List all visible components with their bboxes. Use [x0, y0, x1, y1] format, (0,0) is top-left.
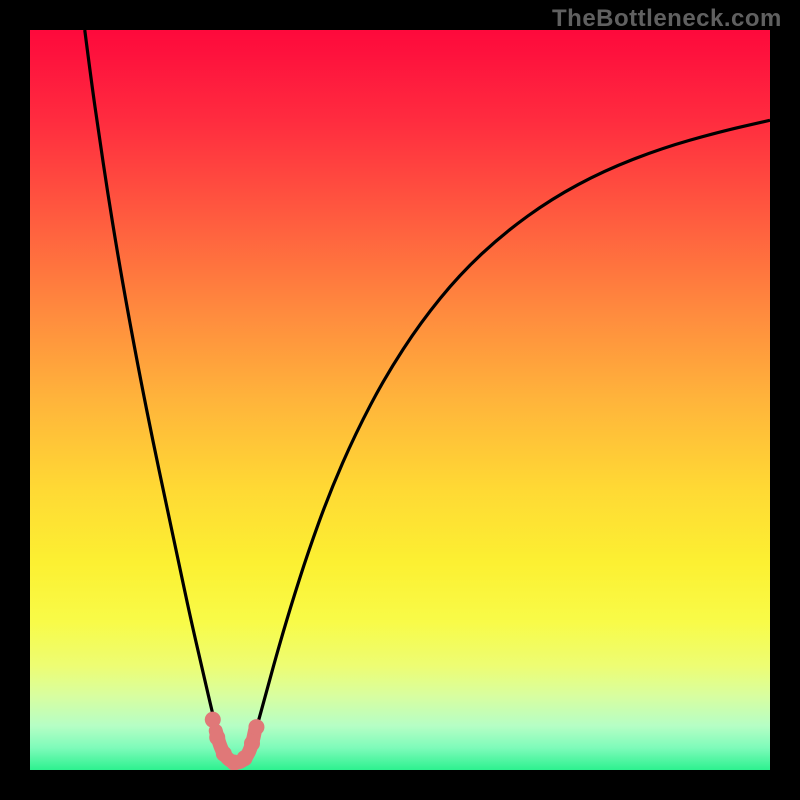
marker-dot	[237, 750, 253, 766]
marker-dot	[209, 729, 225, 745]
gradient-background	[30, 30, 770, 770]
chart-svg	[30, 30, 770, 770]
plot-area	[30, 30, 770, 770]
watermark-text: TheBottleneck.com	[552, 5, 782, 33]
marker-dot	[244, 735, 260, 751]
marker-dot	[205, 712, 221, 728]
marker-dot	[248, 719, 264, 735]
